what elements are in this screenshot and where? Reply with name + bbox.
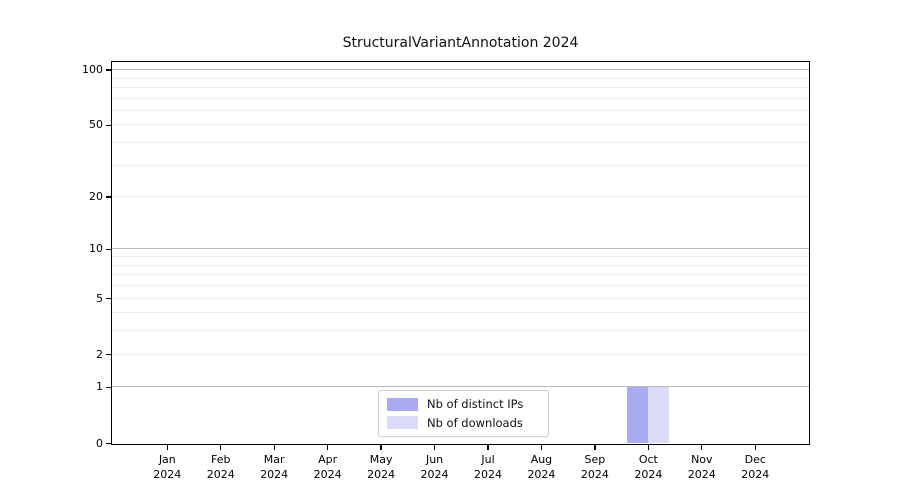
gridline — [111, 264, 809, 266]
y-tick-label: 5 — [96, 291, 103, 305]
y-tick — [105, 442, 111, 445]
x-tick — [487, 444, 489, 450]
x-tick — [380, 444, 382, 450]
gridline — [111, 386, 809, 388]
legend: Nb of distinct IPs Nb of downloads — [378, 390, 549, 437]
y-tick — [105, 386, 111, 389]
x-tick — [647, 444, 650, 450]
gridline — [111, 256, 809, 258]
gridline — [111, 297, 809, 299]
gridline — [111, 109, 809, 111]
x-tick — [433, 444, 436, 450]
x-tick — [166, 444, 168, 450]
gridline — [111, 69, 809, 71]
x-tick-label: Jun 2024 — [420, 453, 449, 481]
y-tick — [105, 248, 111, 251]
bar — [647, 386, 669, 443]
y-tick — [105, 124, 111, 127]
y-tick — [105, 297, 111, 300]
y-tick-label: 20 — [89, 190, 103, 204]
legend-item-downloads: Nb of downloads — [387, 416, 540, 430]
gridline — [111, 77, 809, 79]
x-tick-label: Sep 2024 — [580, 453, 609, 481]
gridline — [111, 164, 809, 166]
y-tick-label: 0 — [96, 436, 103, 450]
x-tick — [273, 444, 275, 450]
x-tick-label: Mar 2024 — [260, 453, 289, 481]
x-tick-label: Oct 2024 — [634, 453, 663, 481]
gridline — [111, 285, 809, 287]
plot-area — [110, 60, 810, 445]
x-tick-label: May 2024 — [367, 453, 396, 481]
x-tick — [540, 444, 543, 450]
gridline — [111, 330, 809, 332]
legend-swatch-distinct-ips — [387, 397, 418, 411]
gridline — [111, 196, 809, 198]
y-tick-label: 50 — [89, 118, 103, 132]
y-tick — [105, 196, 111, 198]
gridline — [111, 86, 809, 88]
chart-title: StructuralVariantAnnotation 2024 — [342, 35, 579, 51]
x-tick-label: Feb 2024 — [206, 453, 235, 481]
x-tick — [594, 444, 596, 450]
gridline — [111, 142, 809, 144]
legend-label-distinct-ips: Nb of distinct IPs — [427, 397, 524, 412]
x-tick — [754, 444, 756, 450]
gridline — [111, 97, 809, 99]
x-tick — [326, 444, 329, 450]
x-tick-label: Apr 2024 — [313, 453, 342, 481]
legend-swatch-downloads — [387, 416, 418, 430]
gridline — [111, 353, 809, 355]
x-tick-label: Jul 2024 — [474, 453, 502, 481]
x-tick-label: Nov 2024 — [687, 453, 716, 481]
x-tick — [220, 444, 222, 450]
gridline — [111, 274, 809, 276]
y-tick — [105, 353, 111, 356]
x-tick-label: Dec 2024 — [741, 453, 770, 481]
gridline — [111, 248, 809, 250]
y-tick-label: 2 — [96, 347, 103, 361]
bar — [626, 386, 648, 443]
y-tick — [105, 69, 111, 71]
y-tick-label: 1 — [96, 380, 103, 394]
gridline — [111, 312, 809, 314]
legend-label-downloads: Nb of downloads — [427, 415, 523, 430]
legend-item-distinct-ips: Nb of distinct IPs — [387, 397, 540, 411]
x-tick-label: Jan 2024 — [153, 453, 182, 481]
y-tick-label: 10 — [89, 242, 103, 256]
x-tick — [701, 444, 703, 450]
x-tick-label: Aug 2024 — [527, 453, 556, 481]
y-tick-label: 100 — [82, 63, 103, 77]
gridline — [111, 124, 809, 126]
